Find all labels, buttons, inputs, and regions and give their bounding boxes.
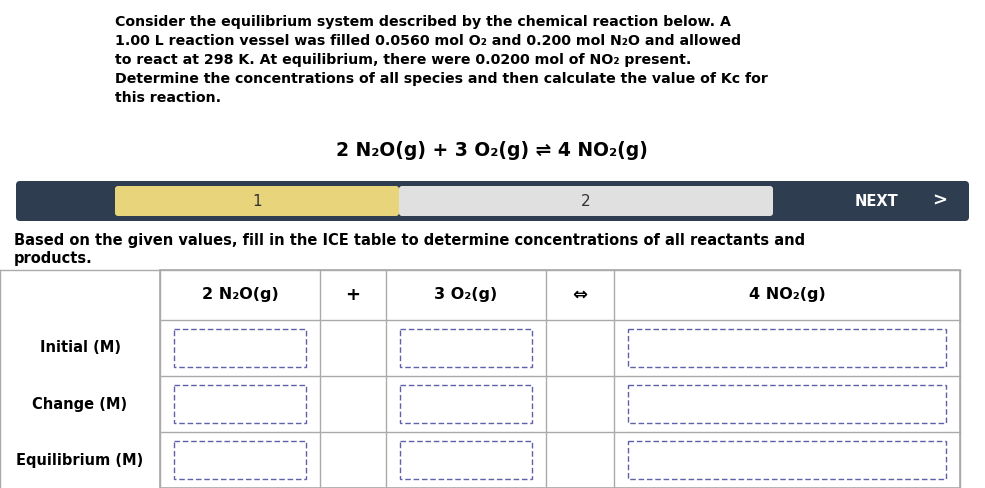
Text: 2: 2 [581,194,591,208]
Text: Determine the concentrations of all species and then calculate the value of Kc f: Determine the concentrations of all spec… [115,72,768,86]
Text: Equilibrium (M): Equilibrium (M) [17,452,144,468]
FancyBboxPatch shape [400,329,532,367]
FancyBboxPatch shape [400,441,532,479]
FancyBboxPatch shape [115,186,399,216]
Text: 4 NO₂(g): 4 NO₂(g) [749,287,825,303]
Text: Consider the equilibrium system described by the chemical reaction below. A: Consider the equilibrium system describe… [115,15,731,29]
FancyBboxPatch shape [174,441,306,479]
Text: to react at 298 K. At equilibrium, there were 0.0200 mol of NO₂ present.: to react at 298 K. At equilibrium, there… [115,53,691,67]
Text: 1.00 L reaction vessel was filled 0.0560 mol O₂ and 0.200 mol N₂O and allowed: 1.00 L reaction vessel was filled 0.0560… [115,34,741,48]
Text: 1: 1 [252,194,262,208]
Text: 2 N₂O(g) + 3 O₂(g) ⇌ 4 NO₂(g): 2 N₂O(g) + 3 O₂(g) ⇌ 4 NO₂(g) [336,141,648,160]
FancyBboxPatch shape [628,329,946,367]
Text: Change (M): Change (M) [33,396,128,411]
Text: products.: products. [14,251,93,266]
FancyBboxPatch shape [628,385,946,423]
FancyBboxPatch shape [16,181,969,221]
Text: this reaction.: this reaction. [115,91,221,105]
Text: >: > [933,192,948,210]
Text: 2 N₂O(g): 2 N₂O(g) [202,287,279,303]
FancyBboxPatch shape [174,329,306,367]
Text: Based on the given values, fill in the ICE table to determine concentrations of : Based on the given values, fill in the I… [14,233,805,248]
Text: ⇔: ⇔ [572,286,588,304]
FancyBboxPatch shape [628,441,946,479]
Text: +: + [346,286,361,304]
Text: 3 O₂(g): 3 O₂(g) [434,287,497,303]
Text: Initial (M): Initial (M) [39,341,120,355]
FancyBboxPatch shape [174,385,306,423]
FancyBboxPatch shape [399,186,773,216]
FancyBboxPatch shape [400,385,532,423]
Bar [160,270,960,488]
Text: NEXT: NEXT [854,194,898,208]
